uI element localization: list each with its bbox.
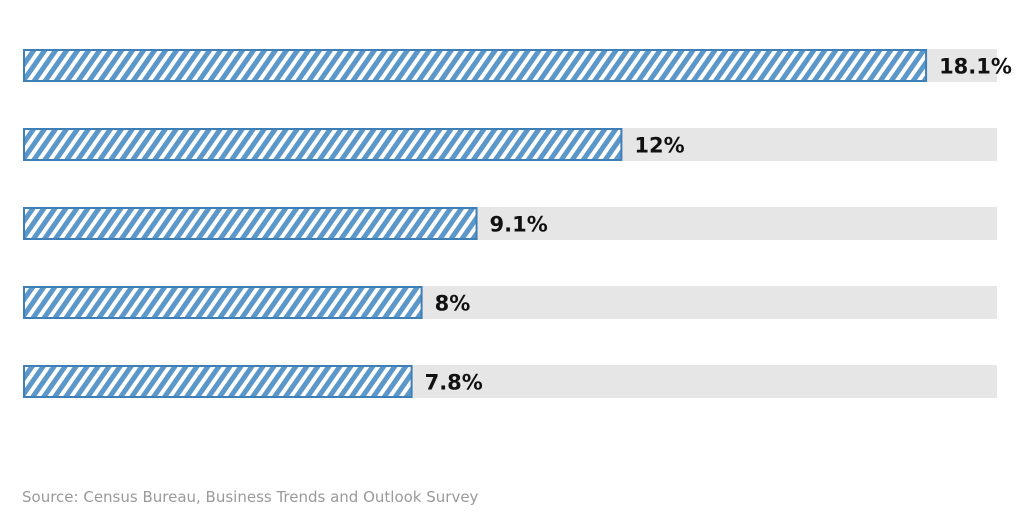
- bar-value-label: 7.8%: [425, 371, 483, 395]
- bar-row-5: 7.8%: [23, 365, 997, 398]
- bar: [23, 128, 623, 161]
- source-note: Source: Census Bureau, Business Trends a…: [22, 488, 479, 506]
- bar-row-4: 8%: [23, 286, 997, 319]
- bar: [23, 365, 413, 398]
- bar-value-label: 12%: [634, 134, 684, 158]
- bars-group: 18.1% 12% 9.1% 8% 7.8%: [23, 49, 1012, 398]
- bar-row-3: 9.1%: [23, 207, 997, 240]
- bar-row-1: 18.1%: [23, 49, 1012, 82]
- bar: [23, 49, 928, 82]
- bar: [23, 286, 423, 319]
- bar: [23, 207, 478, 240]
- bar-value-label: 18.1%: [939, 55, 1012, 79]
- bar-value-label: 9.1%: [490, 213, 548, 237]
- bar-value-label: 8%: [435, 292, 471, 316]
- bar-row-2: 12%: [23, 128, 997, 161]
